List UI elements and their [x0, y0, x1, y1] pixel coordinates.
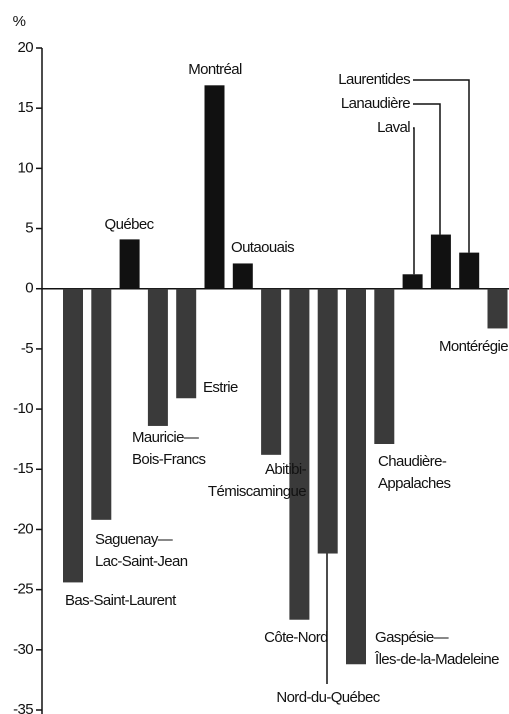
- bar: [176, 288, 197, 399]
- bar: [289, 288, 310, 620]
- category-label: Lanaudière: [340, 95, 411, 112]
- bar: [317, 288, 338, 554]
- bar: [261, 288, 282, 455]
- category-label: Chaudière- Appalaches: [378, 453, 451, 492]
- y-tick-label: 15: [18, 99, 34, 116]
- category-label: Côte-Nord: [264, 629, 328, 646]
- category-label: Québec: [104, 216, 155, 233]
- bar: [119, 239, 140, 289]
- leader-line: [413, 127, 415, 275]
- category-label: Montréal: [188, 61, 242, 78]
- category-label: Abitibi- Témiscamingue: [207, 461, 307, 500]
- category-label: Outaouais: [231, 239, 295, 256]
- category-label: Montérégie: [438, 338, 509, 355]
- y-tick-label: 10: [18, 159, 34, 176]
- y-tick-label: -20: [13, 520, 33, 537]
- bar: [459, 252, 480, 289]
- y-tick-label: 20: [18, 39, 34, 56]
- y-tick-label: 0: [25, 280, 33, 297]
- y-tick-label: -15: [13, 460, 33, 477]
- category-label: Estrie: [203, 379, 238, 396]
- y-tick-label: -5: [21, 340, 33, 357]
- bar: [430, 234, 451, 289]
- category-label: Laurentides: [338, 71, 410, 88]
- category-label: Mauricie— Bois-Francs: [132, 429, 206, 468]
- bar: [147, 288, 168, 426]
- bar: [374, 288, 395, 444]
- bar: [232, 263, 253, 289]
- category-label: Bas-Saint-Laurent: [65, 592, 176, 609]
- category-label: Saguenay— Lac-Saint-Jean: [95, 531, 188, 570]
- bar: [487, 288, 508, 329]
- y-tick-label: -35: [13, 701, 33, 714]
- category-label: Gaspésie— Îles-de-la-Madeleine: [375, 629, 500, 668]
- leader-line: [413, 103, 441, 235]
- y-tick-label: 5: [25, 220, 33, 237]
- y-axis-label: %: [13, 13, 26, 30]
- bar: [346, 288, 366, 665]
- bar: [91, 288, 112, 520]
- bar: [63, 288, 83, 583]
- y-tick-label: -25: [13, 581, 33, 598]
- category-label: Laval: [377, 119, 410, 136]
- leader-line: [413, 79, 470, 253]
- y-tick-label: -10: [13, 400, 33, 417]
- bar: [204, 85, 225, 289]
- category-label: Nord-du-Québec: [276, 689, 380, 706]
- y-tick-label: -30: [13, 641, 33, 658]
- bar: [402, 274, 423, 289]
